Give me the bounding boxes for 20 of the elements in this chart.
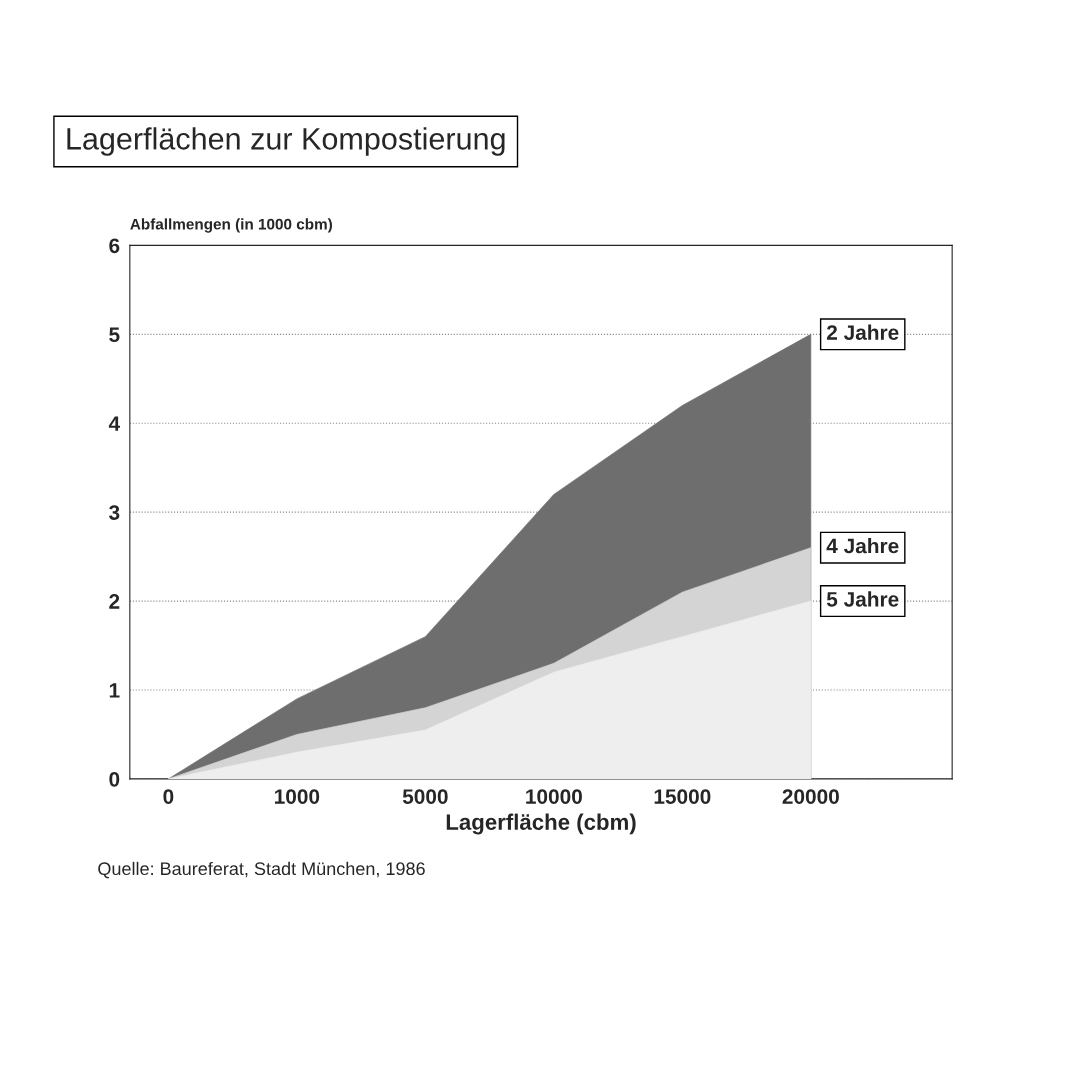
x-tick-label: 20000 (782, 789, 839, 804)
y-tick-label: 1 (109, 683, 120, 698)
y-axis-title: Abfallmengen (in 1000 cbm) (130, 218, 332, 233)
x-tick-label: 0 (163, 789, 174, 804)
y-tick-label: 0 (109, 771, 120, 787)
y-tick-label: 5 (109, 327, 120, 343)
x-tick-label: 1000 (275, 789, 320, 804)
y-tick-label: 2 (109, 594, 120, 609)
series-label: 4 Jahre (826, 538, 899, 554)
series-label: 2 Jahre (826, 324, 899, 340)
chart-title: Lagerflächen zur Kompostierung (67, 127, 505, 156)
source-note: Quelle: Baureferat, Stadt München, 1986 (98, 861, 425, 879)
y-tick-label: 3 (109, 505, 120, 520)
x-tick-label: 10000 (526, 789, 582, 804)
x-tick-label: 5000 (402, 789, 448, 804)
y-tick-label: 4 (108, 416, 121, 431)
x-axis-title: Lagerfläche (cbm) (446, 813, 636, 835)
x-tick-label: 15000 (654, 789, 711, 804)
series-label: 5 Jahre (826, 591, 899, 607)
y-tick-label: 6 (109, 238, 120, 254)
